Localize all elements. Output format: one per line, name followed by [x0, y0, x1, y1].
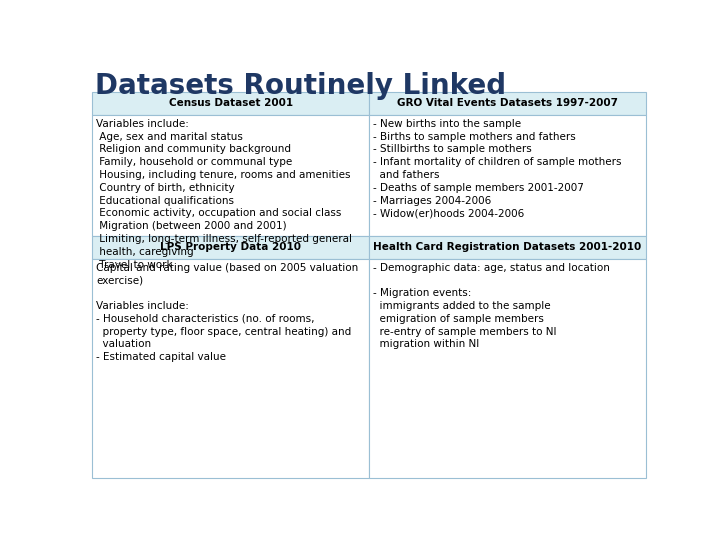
Text: Variables include:
 Age, sex and marital status
 Religion and community backgrou: Variables include: Age, sex and marital … — [96, 119, 352, 269]
Bar — [369, 236, 646, 259]
Text: Census Dataset 2001: Census Dataset 2001 — [168, 98, 293, 109]
Bar — [92, 259, 369, 478]
Bar — [369, 259, 646, 478]
Bar — [92, 115, 369, 236]
Text: Capital and rating value (based on 2005 valuation
exercise)

Variables include:
: Capital and rating value (based on 2005 … — [96, 262, 359, 362]
Text: Health Card Registration Datasets 2001-2010: Health Card Registration Datasets 2001-2… — [373, 242, 642, 252]
Bar — [369, 115, 646, 236]
Text: - Demographic data: age, status and location

- Migration events:
  immigrants a: - Demographic data: age, status and loca… — [373, 262, 610, 349]
Text: LPS Property Data 2010: LPS Property Data 2010 — [160, 242, 301, 252]
Bar — [92, 236, 369, 259]
Bar — [369, 92, 646, 115]
Text: - New births into the sample
- Births to sample mothers and fathers
- Stillbirth: - New births into the sample - Births to… — [373, 119, 621, 218]
Text: GRO Vital Events Datasets 1997-2007: GRO Vital Events Datasets 1997-2007 — [397, 98, 618, 109]
Text: Datasets Routinely Linked: Datasets Routinely Linked — [94, 72, 505, 100]
Bar — [92, 92, 369, 115]
